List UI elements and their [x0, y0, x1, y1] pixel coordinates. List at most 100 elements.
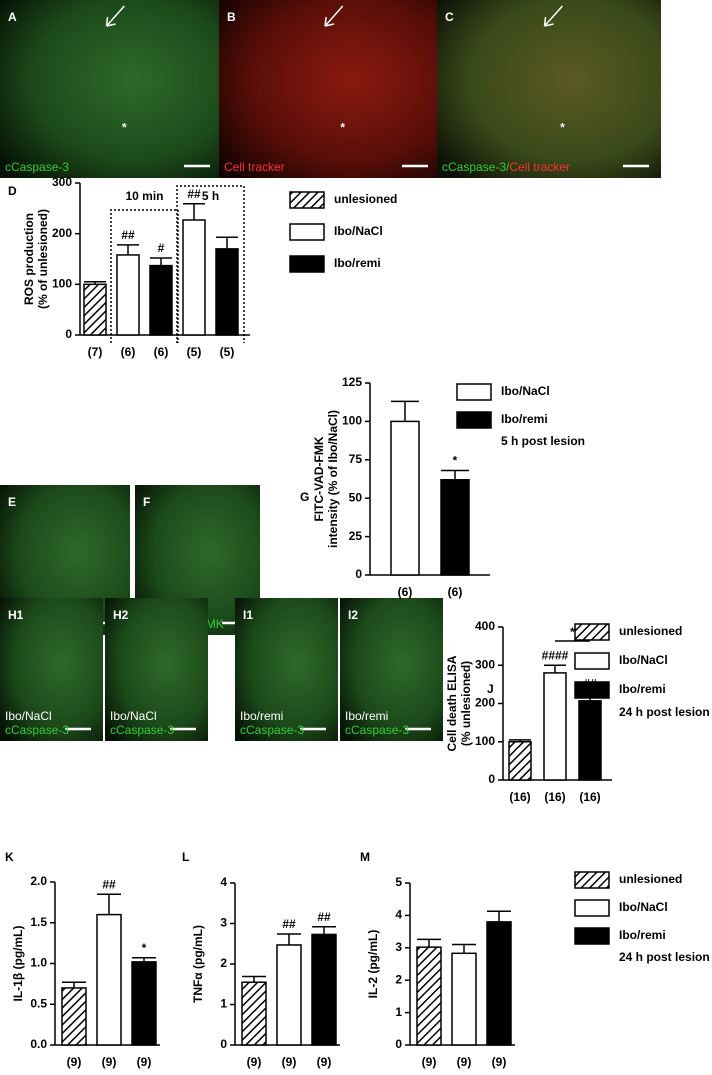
caption: cCaspase-3 — [5, 723, 69, 737]
y-tick-label: 100 — [342, 414, 362, 428]
bar — [578, 700, 602, 781]
bar — [241, 981, 267, 1046]
y-axis-label: Cell death ELISA — [445, 655, 459, 751]
y-tick-label: 200 — [475, 696, 495, 710]
y-tick-label: 1.5 — [30, 915, 47, 929]
legend-swatch — [456, 411, 492, 429]
y-tick-label: 75 — [349, 452, 363, 466]
x-tick-label: (6) — [154, 345, 169, 359]
significance: ## — [187, 187, 201, 201]
caption: cCaspase-3 — [240, 723, 304, 737]
x-tick-label: (9) — [422, 1055, 437, 1069]
x-tick-label: (9) — [102, 1055, 117, 1069]
bar — [61, 987, 87, 1046]
legend-label: unlesioned — [334, 192, 397, 206]
legend-label: unlesioned — [619, 624, 682, 638]
legend-label: Ibo/remi — [501, 412, 548, 426]
y-tick-label: 5 — [395, 875, 402, 889]
panel-letter: F — [143, 495, 150, 509]
panel-letter: L — [182, 850, 189, 864]
x-tick-label: (6) — [121, 345, 136, 359]
legend-swatch — [574, 652, 610, 670]
bar — [440, 479, 470, 576]
x-tick-label: (16) — [509, 790, 530, 804]
caption: cCaspase-3 — [345, 723, 409, 737]
y-tick-label: 3 — [395, 940, 402, 954]
y-tick-label: 50 — [349, 490, 363, 504]
significance: * — [453, 454, 458, 468]
significance: * — [142, 941, 147, 955]
y-tick-label: 100 — [52, 277, 72, 291]
significance: ## — [121, 228, 135, 242]
legend-note: 24 h post lesion — [619, 705, 710, 719]
caption: cCaspase-3 — [110, 723, 174, 737]
y-tick-label: 0 — [488, 772, 495, 786]
caption-text: cCaspase-3 — [110, 723, 174, 737]
bar — [508, 741, 532, 781]
significance: # — [158, 241, 165, 255]
marker: * — [340, 120, 345, 134]
panel-letter: J — [487, 682, 494, 696]
caption-text: cCaspase-3 — [5, 723, 69, 737]
marker: * — [122, 120, 127, 134]
marker: * — [560, 120, 565, 134]
caption-text: cCaspase-3 — [345, 723, 409, 737]
panel-letter: B — [227, 10, 236, 24]
y-tick-label: 4 — [395, 908, 402, 922]
panel-letter: H2 — [113, 608, 129, 622]
caption: Ibo/NaCl — [5, 709, 52, 723]
arrow — [543, 5, 563, 27]
legend-label: unlesioned — [619, 872, 682, 886]
y-axis-label: IL-1β (pg/mL) — [11, 926, 25, 1002]
panel-letter: C — [445, 10, 454, 24]
x-tick-label: (9) — [137, 1055, 152, 1069]
panel-letter: M — [360, 850, 370, 864]
micrograph — [105, 598, 208, 741]
bar — [83, 283, 107, 336]
bar — [311, 933, 337, 1046]
panel-letter: K — [5, 850, 14, 864]
x-tick-label: (9) — [317, 1055, 332, 1069]
y-tick-label: 0 — [355, 567, 362, 581]
legend-swatch — [574, 623, 610, 641]
bar — [116, 254, 140, 336]
x-tick-label: (5) — [187, 345, 202, 359]
caption: Ibo/remi — [240, 709, 283, 723]
y-axis-label: TNFα (pg/mL) — [191, 925, 205, 1003]
y-axis-label: intensity (% of Ibo/NaCl) — [326, 410, 340, 548]
x-tick-label: (9) — [492, 1055, 507, 1069]
bar — [96, 913, 122, 1046]
panel-letter: I1 — [243, 608, 253, 622]
legend-swatch — [574, 927, 610, 945]
micrograph — [340, 598, 443, 741]
y-tick-label: 0 — [220, 1037, 227, 1051]
y-tick-label: 2.0 — [30, 874, 47, 888]
x-tick-label: (5) — [220, 345, 235, 359]
y-tick-label: 0 — [65, 327, 72, 341]
micrograph — [0, 0, 222, 178]
caption-text: cCaspase-3/ — [442, 160, 510, 174]
bar — [215, 248, 239, 336]
legend-label: Ibo/NaCl — [619, 900, 668, 914]
bar — [149, 264, 173, 336]
y-tick-label: 200 — [52, 226, 72, 240]
panel-letter: I2 — [348, 608, 358, 622]
y-tick-label: 25 — [349, 529, 363, 543]
micrograph — [0, 598, 103, 741]
legend-note: 5 h post lesion — [501, 434, 585, 448]
x-tick-label: (16) — [544, 790, 565, 804]
y-tick-label: 0.0 — [30, 1037, 47, 1051]
y-tick-label: 400 — [475, 619, 495, 633]
x-tick-label: (16) — [579, 790, 600, 804]
caption: cCaspase-3 — [5, 160, 69, 174]
y-axis-label: FITC-VAD-FMK — [312, 436, 326, 521]
caption: Cell tracker — [224, 160, 285, 174]
bar — [416, 946, 442, 1046]
panel-letter: E — [8, 495, 16, 509]
legend-swatch — [456, 383, 492, 401]
y-axis-label: (% unlesioned) — [459, 661, 473, 746]
bar — [451, 952, 477, 1046]
caption: Ibo/NaCl — [110, 709, 157, 723]
x-tick-label: (9) — [247, 1055, 262, 1069]
